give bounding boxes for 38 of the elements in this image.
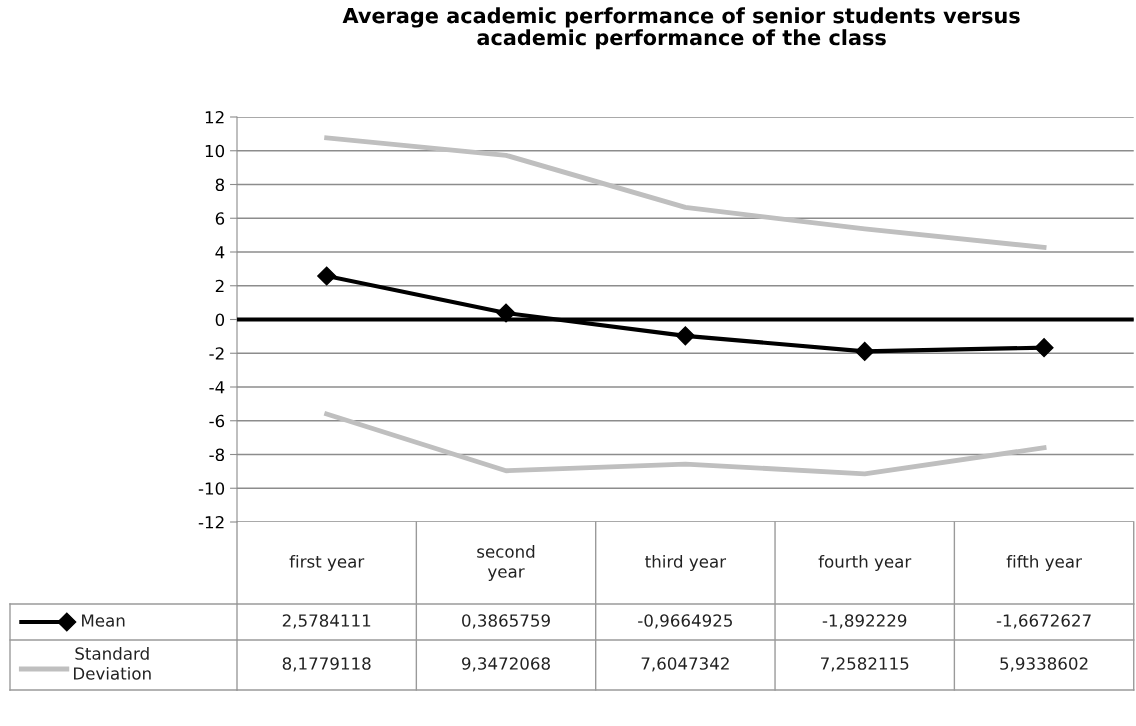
- line-series: [324, 135, 1047, 250]
- y-tick-label: 6: [215, 212, 225, 225]
- y-tick-label: -6: [209, 414, 225, 428]
- y-tick-label: -2: [209, 347, 224, 360]
- data-label: 0,3865759: [462, 614, 550, 629]
- data-label: 9,3472068: [462, 657, 550, 672]
- y-tick-label: -4: [209, 381, 225, 394]
- point: [855, 341, 875, 361]
- line-series: [324, 411, 1047, 477]
- point: [317, 266, 337, 286]
- data-label: 7,6047342: [641, 657, 729, 672]
- x-tick-label: fifth year: [1006, 554, 1082, 572]
- y-tick-label: 2: [215, 279, 224, 293]
- point: [496, 303, 516, 323]
- legend-label: Mean: [82, 614, 125, 627]
- data-label: 7,2582115: [821, 657, 909, 672]
- y-tick-label: -8: [209, 448, 225, 462]
- x-tick-label: fourth year: [818, 554, 912, 572]
- y-tick-label: 0: [215, 313, 225, 327]
- y-tick-label: -12: [198, 515, 224, 529]
- x-tick-label: second year: [477, 544, 535, 582]
- x-tick-label: first year: [289, 554, 365, 572]
- y-tick-label: -10: [198, 482, 225, 495]
- point: [675, 326, 695, 346]
- data-label: -1,6672627: [996, 614, 1091, 629]
- point: [1034, 338, 1054, 358]
- y-tick-label: 4: [215, 246, 225, 259]
- chart-title: Average academic performance of senior students versus academic performance of the class: [342, 7, 1020, 50]
- y-tick-label: 12: [205, 110, 224, 124]
- y-tick-label: 10: [205, 144, 225, 158]
- data-label: -1,892229: [822, 614, 907, 629]
- legend-label: Standard Deviation: [74, 646, 151, 680]
- y-tick-label: 8: [215, 178, 225, 192]
- data-label: -0,9664925: [638, 614, 732, 629]
- data-label: 8,1779118: [282, 657, 371, 672]
- data-label: 2,5784111: [282, 614, 371, 629]
- x-tick-label: third year: [645, 554, 727, 572]
- data-label: 5,9338602: [1000, 657, 1088, 672]
